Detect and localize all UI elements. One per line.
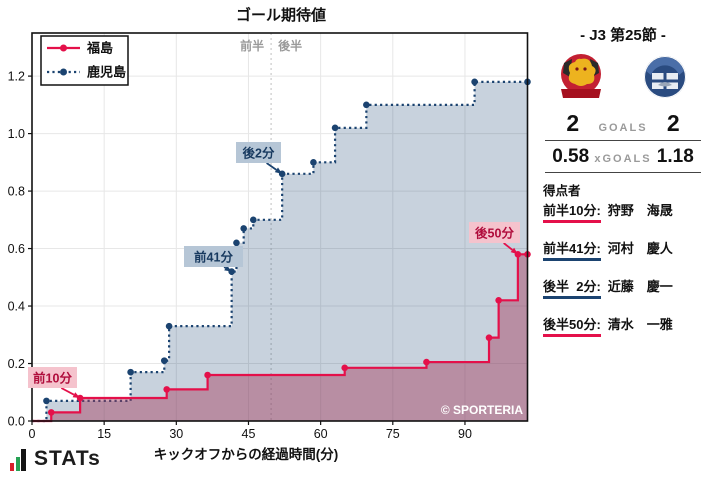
event-marker	[341, 364, 348, 372]
divider-line	[545, 172, 701, 173]
series-home	[32, 251, 531, 423]
x-tick-label: 30	[169, 427, 183, 441]
event-marker	[423, 358, 430, 366]
scorer-row: 前半10分: 狩野 海晟	[543, 200, 703, 223]
event-marker	[204, 371, 211, 379]
event-marker	[163, 386, 170, 393]
event-marker	[47, 409, 55, 416]
bar-chart-icon	[10, 447, 28, 471]
scorer-row: 後半50分: 清水 一雅	[543, 314, 703, 337]
annotation-label: 前10分	[33, 371, 72, 386]
event-marker	[331, 124, 339, 132]
annotation-label: 後50分	[475, 226, 514, 241]
stats-logo-text: STATs	[34, 447, 101, 470]
scorer-row: 前半41分: 河村 慶人	[543, 238, 703, 261]
scorer-row: 後半 2分: 近藤 慶一	[543, 276, 703, 299]
event-marker	[165, 322, 173, 330]
y-tick-label: 1.0	[8, 127, 25, 141]
chart-title: ゴール期待値	[236, 6, 326, 24]
goal-annotation: 前10分	[28, 367, 81, 399]
event-marker	[471, 78, 478, 86]
legend-label-home: 福島	[86, 41, 113, 56]
goals-label: GOALS	[598, 122, 648, 134]
xgoals-row: 0.58 xGOALS 1.18	[543, 146, 703, 168]
event-marker	[485, 334, 493, 341]
x-tick-label: 0	[29, 427, 36, 441]
event-marker	[240, 225, 247, 232]
kagoshima-crest-icon	[640, 50, 690, 106]
x-tick-label: 75	[386, 427, 400, 441]
away-goals: 2	[666, 110, 680, 136]
scorers-heading: 得点者	[543, 184, 581, 198]
scorer-name: 近藤 慶一	[607, 279, 673, 294]
legend-label-away: 鹿児島	[87, 65, 126, 80]
axes: 0 15 30 45 60 75 90 0.0 0.2 0.4 0.6 0.8 1.0 1.2	[8, 70, 472, 441]
event-marker	[249, 216, 257, 224]
series-away	[32, 78, 531, 423]
match-info-panel: - J3 第25節 -	[543, 0, 703, 479]
second-half-label: 後半	[278, 38, 302, 53]
goal-annotation: 前41分	[184, 246, 243, 272]
home-goals: 2	[566, 110, 580, 136]
scorers-list: 前半10分: 狩野 海晟前半41分: 河村 慶人後半 2分: 近藤 慶一後半50分: 清…	[543, 200, 703, 352]
annotation-label: 後2分	[243, 146, 275, 161]
y-tick-label: 0.2	[8, 357, 25, 371]
goal-annotation: 後2分	[236, 142, 283, 174]
x-tick-label: 90	[458, 427, 472, 441]
event-marker	[310, 159, 317, 166]
plot-border	[31, 32, 529, 422]
annotation-label: 前41分	[194, 250, 233, 265]
x-tick-label: 15	[97, 427, 111, 441]
x-axis-label: キックオフからの経過時間(分)	[154, 446, 339, 462]
scorer-time: 前半10分:	[543, 200, 601, 223]
score-row: 2 GOALS 2	[543, 110, 703, 137]
y-tick-label: 0.4	[8, 300, 25, 314]
event-marker	[363, 101, 370, 109]
xgoals-label: xGOALS	[594, 153, 652, 165]
event-marker	[233, 239, 240, 247]
x-tick-label: 60	[314, 427, 328, 441]
scorer-time: 後半 2分:	[543, 276, 601, 299]
event-marker	[43, 397, 50, 405]
scorer-name: 清水 一雅	[607, 317, 673, 332]
y-tick-label: 1.2	[8, 70, 25, 84]
stats-logo: STATs	[10, 447, 101, 471]
goal-annotation: 後50分	[469, 222, 520, 255]
y-tick-label: 0.6	[8, 242, 25, 256]
sporteria-watermark: © SPORTERIA	[441, 403, 524, 417]
y-tick-label: 0.0	[8, 415, 25, 429]
event-marker	[160, 357, 168, 364]
crest-row	[543, 50, 703, 106]
scorer-time: 後半50分:	[543, 314, 601, 337]
scorer-name: 狩野 海晟	[607, 203, 673, 218]
divider-line	[545, 140, 701, 141]
event-marker	[495, 296, 502, 304]
match-title: - J3 第25節 -	[580, 27, 666, 44]
xg-chart: 前半 後半 © SPORTERIA 0 15 30 45 60 75 90 0.0 0.2 0.4 0.6…	[8, 6, 531, 462]
y-tick-label: 0.8	[8, 185, 25, 199]
home-xgoals: 0.58	[552, 146, 590, 167]
away-xgoals: 1.18	[656, 146, 694, 167]
first-half-label: 前半	[240, 38, 264, 53]
x-tick-label: 45	[242, 427, 256, 441]
scorer-time: 前半41分:	[543, 238, 601, 261]
fukushima-crest-icon	[556, 50, 606, 106]
halftime-divider: 前半 後半	[240, 33, 302, 421]
event-marker	[127, 368, 134, 376]
scorer-name: 河村 慶人	[607, 241, 673, 256]
